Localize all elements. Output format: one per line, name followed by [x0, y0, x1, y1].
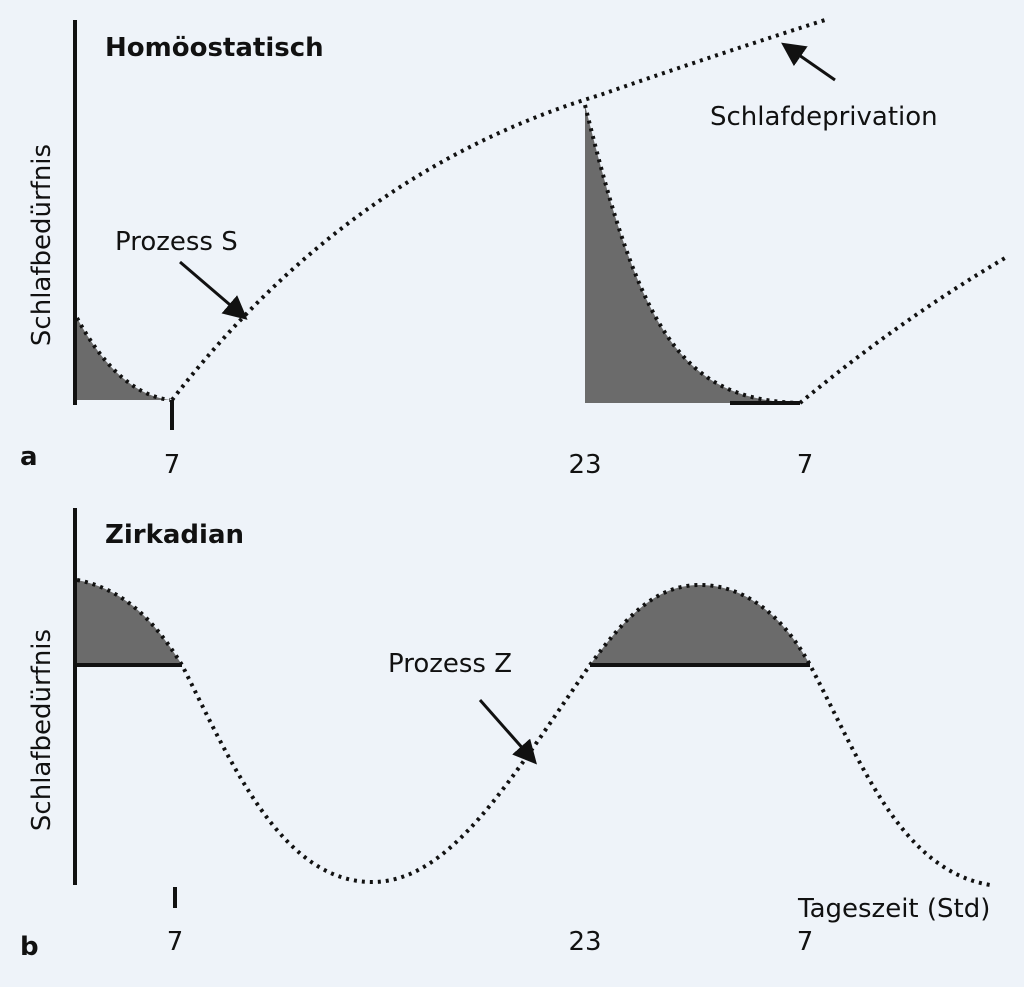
x-tick-label: 7	[797, 927, 814, 957]
sleep-area	[77, 318, 170, 400]
process-z	[76, 578, 991, 887]
x-label: Tageszeit (Std)	[797, 894, 990, 924]
annotation: Schlafdeprivation	[710, 102, 938, 132]
title: Zirkadian	[105, 520, 244, 550]
panel-label: b	[20, 932, 39, 962]
x-tick-label: 7	[167, 927, 184, 957]
sleep-area	[77, 580, 182, 665]
panel-a: Homöostatisch Schlafbedürfnis Prozess S …	[20, 18, 1007, 480]
arrow	[179, 260, 248, 320]
y-label: Schlafbedürfnis	[27, 144, 57, 346]
sleep-area	[585, 105, 800, 403]
panel-b: Zirkadian Schlafbedürfnis Prozess Z Tage…	[20, 508, 990, 962]
title: Homöostatisch	[105, 33, 324, 63]
y-label: Schlafbedürfnis	[27, 629, 57, 831]
panel-label: a	[20, 442, 38, 472]
x-tick-label: 7	[164, 450, 181, 480]
annotation: Prozess Z	[388, 649, 512, 679]
process-s	[798, 256, 1007, 405]
arrow	[478, 699, 537, 765]
x-tick-label: 23	[568, 450, 601, 480]
annotation: Prozess S	[115, 227, 238, 257]
x-tick-label: 23	[568, 927, 601, 957]
x-tick-label: 7	[797, 450, 814, 480]
sleep-area	[590, 585, 810, 665]
arrow	[781, 42, 836, 82]
process-s	[170, 18, 826, 402]
